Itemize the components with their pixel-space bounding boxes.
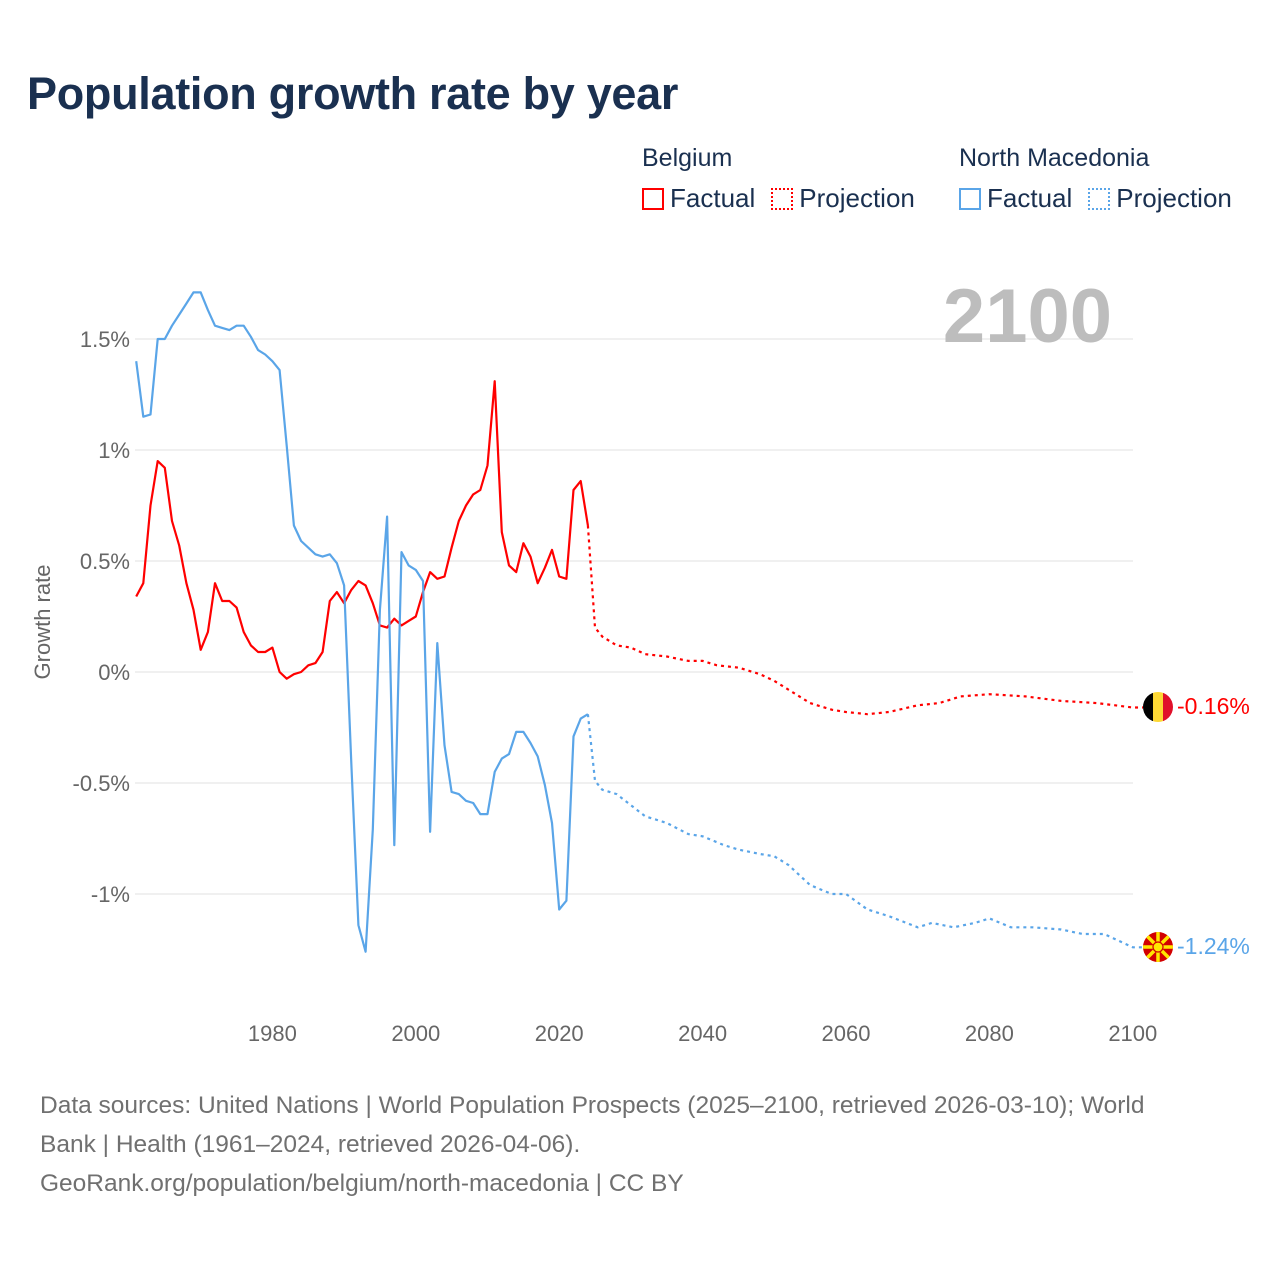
data-sources-line-2: Bank | Health (1961–2024, retrieved 2026… xyxy=(40,1131,581,1158)
x-tick-label: 2100 xyxy=(1108,1021,1157,1046)
legend-north-macedonia-projection[interactable]: Projection xyxy=(1088,183,1232,214)
x-tick-label: 2080 xyxy=(965,1021,1014,1046)
north-macedonia-projection-line xyxy=(586,714,1143,949)
belgium-end-value: -0.16% xyxy=(1177,693,1250,719)
x-tick-label: 2020 xyxy=(535,1021,584,1046)
y-tick-label: 0% xyxy=(98,660,130,685)
belgium-flag-icon xyxy=(1143,692,1173,722)
data-sources-line-1: Data sources: United Nations | World Pop… xyxy=(40,1092,1145,1119)
current-year-label: 2100 xyxy=(943,274,1112,359)
y-tick-label: -1% xyxy=(91,882,130,907)
legend-belgium: Belgium Factual Projection xyxy=(642,144,915,214)
belgium-projection-line xyxy=(586,525,1143,716)
legend-north-macedonia-factual[interactable]: Factual xyxy=(959,183,1072,214)
legend-label: Projection xyxy=(1116,183,1232,213)
y-axis-label: Growth rate xyxy=(30,565,55,680)
legend-label: Factual xyxy=(987,183,1073,213)
legend-belgium-projection[interactable]: Projection xyxy=(771,183,915,214)
y-tick-label: 1% xyxy=(98,438,130,463)
north-macedonia-factual-line xyxy=(135,291,589,953)
belgium-factual-line xyxy=(135,380,589,680)
y-tick-label: 0.5% xyxy=(80,549,130,574)
solid-swatch-icon xyxy=(642,187,664,210)
y-tick-label: 1.5% xyxy=(80,327,130,352)
dotted-swatch-icon xyxy=(771,187,794,210)
north-macedonia-flag-icon xyxy=(1143,932,1173,962)
legend-north-macedonia: North Macedonia Factual Projection xyxy=(959,144,1232,214)
footer: Data sources: United Nations | World Pop… xyxy=(40,1086,1240,1203)
x-tick-label: 2060 xyxy=(822,1021,871,1046)
x-tick-label: 2000 xyxy=(391,1021,440,1046)
source-link[interactable]: GeoRank.org/population/belgium/north-mac… xyxy=(40,1170,684,1197)
chart-title: Population growth rate by year xyxy=(27,68,679,119)
x-tick-label: 1980 xyxy=(248,1021,297,1046)
dotted-swatch-icon xyxy=(1088,187,1111,210)
solid-swatch-icon xyxy=(959,187,981,210)
north-macedonia-end-value: -1.24% xyxy=(1177,933,1250,959)
x-tick-label: 2040 xyxy=(678,1021,727,1046)
y-tick-label: -0.5% xyxy=(73,771,130,796)
legend-group-label: North Macedonia xyxy=(959,144,1150,172)
legend-label: Projection xyxy=(799,183,915,213)
legend-group-label: Belgium xyxy=(642,144,733,172)
legend-label: Factual xyxy=(670,183,756,213)
legend-belgium-factual[interactable]: Factual xyxy=(642,183,755,214)
